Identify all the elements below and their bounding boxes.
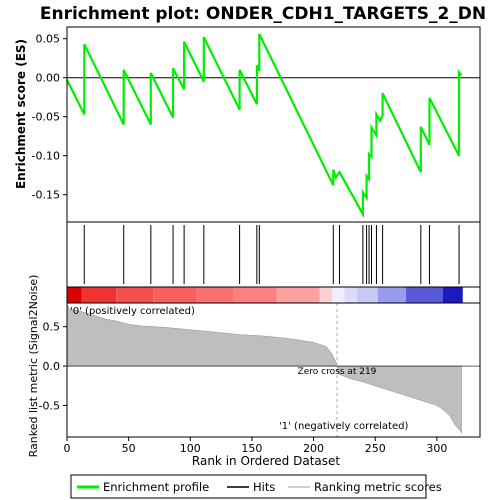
color-bar-segment [116,287,154,303]
zero-cross-label: Zero cross at 219 [298,367,377,377]
legend-hits-label: Hits [253,480,275,494]
metric-frame [66,302,481,438]
x-tick-label: 200 [303,442,324,455]
x-tick-label: 0 [64,442,71,455]
legend-metric-label: Ranking metric scores [314,480,442,494]
color-bar-segment [196,287,234,303]
es-y-tick-label: -0.05 [32,111,60,124]
legend-es-label: Enrichment profile [103,480,209,494]
es-y-tick-label: 0.00 [36,72,61,85]
es-y-tick-label: 0.05 [36,33,61,46]
color-bar-segment [377,287,407,303]
positive-label: '0' (positively correlated) [70,306,195,317]
x-tick-label: 50 [122,442,136,455]
color-bar-segment [67,287,82,303]
legend: Enrichment profile Hits Ranking metric s… [70,474,442,499]
x-tick-label: 150 [241,442,262,455]
color-bar-segment [153,287,197,303]
color-bar-segment [276,287,320,303]
color-bar-segment [406,287,444,303]
color-bar-segment [233,287,277,303]
negative-label: '1' (negatively correlated) [279,421,408,432]
metric-y-tick-label: -0.5 [39,399,60,412]
color-bar-segment [356,287,378,303]
es-axis-label: Enrichment score (ES) [14,39,28,189]
x-tick-label: 300 [426,442,447,455]
metric-y-tick-label: 0.0 [43,360,61,373]
chart-title: Enrichment plot: ONDER_CDH1_TARGETS_2_DN [40,4,486,24]
color-bar-segment [332,287,345,303]
color-bar-segment [443,287,463,303]
color-bar-segment [319,287,333,303]
color-bar [66,286,481,304]
hits-frame [66,221,481,288]
es-plot-area [67,27,480,222]
es-y-tick-label: -0.10 [32,150,60,163]
color-bar-segment [344,287,357,303]
es-panel: -0.15 -0.10 -0.05 0.00 0.05 [32,26,481,223]
x-axis-label: Rank in Ordered Dataset [192,454,340,468]
metric-axis-label: Ranked list metric (Signal2Noise) [27,275,40,458]
metric-area [66,304,462,434]
metric-panel: Zero cross at 219 '0' (positively correla… [39,302,481,455]
metric-y-tick-label: 0.5 [43,321,61,334]
x-tick-label: 250 [365,442,386,455]
es-curve [66,33,463,219]
x-tick-label: 100 [180,442,201,455]
hits-panel [66,221,481,288]
es-y-tick-label: -0.15 [32,189,60,202]
color-bar-segment [81,287,117,303]
